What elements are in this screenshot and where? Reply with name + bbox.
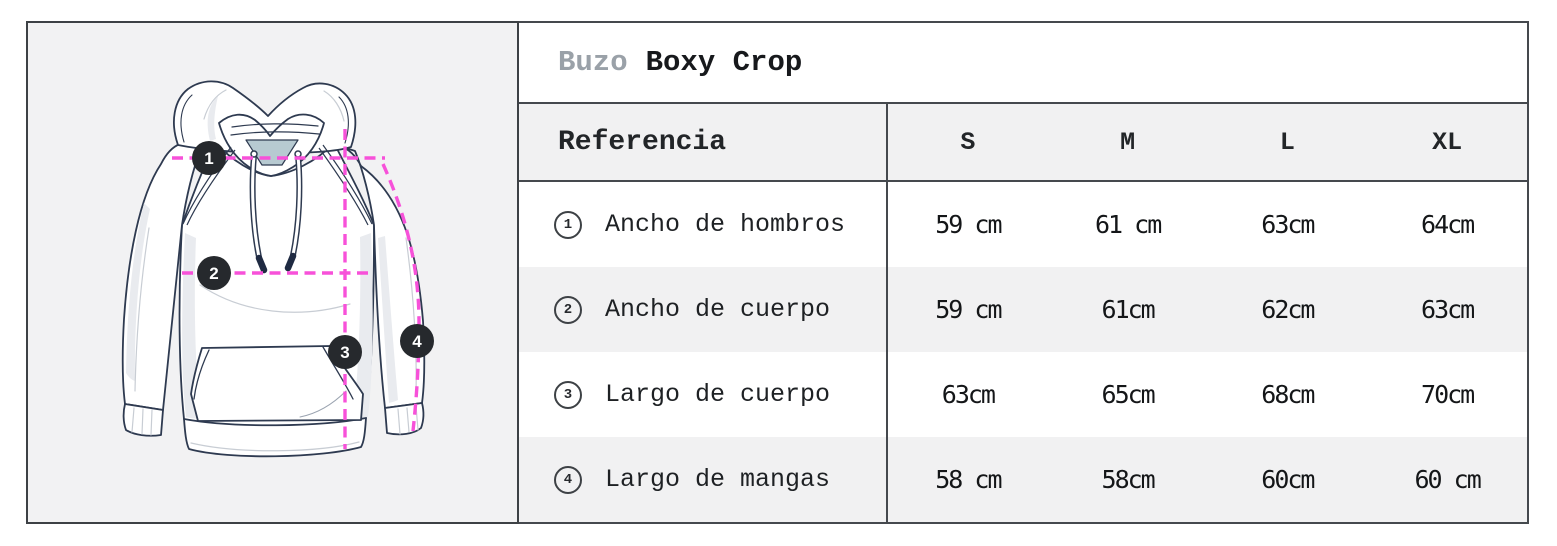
row-number-badge: 1	[554, 210, 582, 239]
measurement-marker-1: 1	[192, 141, 226, 175]
size-guide-layout: 1 2 3 4	[26, 21, 1529, 524]
chart-title-row: Buzo Boxy Crop	[519, 23, 1527, 104]
size-value-l: 60cm	[1261, 465, 1315, 494]
row-label: Ancho de hombros	[605, 210, 846, 239]
pocket-and-hem	[183, 345, 367, 427]
measurement-row-sleeve-length: 4 Largo de mangas 58 cm 58cm 60cm 60 cm	[519, 437, 1527, 522]
row-label: Ancho de cuerpo	[605, 295, 831, 324]
size-value-m: 58cm	[1101, 465, 1156, 494]
measurement-row-body-length: 3 Largo de cuerpo 63cm 65cm 68cm 70cm	[519, 352, 1527, 437]
size-value-l: 62cm	[1261, 295, 1315, 324]
row-reference-cell: 4 Largo de mangas	[519, 437, 888, 522]
marker-number: 4	[412, 332, 422, 351]
measurement-marker-4: 4	[400, 324, 434, 358]
product-name: Boxy Crop	[645, 46, 803, 79]
header-sizes: S M L XL	[888, 104, 1527, 180]
drawstring-tip	[284, 252, 297, 272]
size-value-m: 61cm	[1101, 295, 1156, 324]
row-values: 58 cm 58cm 60cm 60 cm	[888, 437, 1527, 522]
drawstrings	[249, 150, 303, 274]
size-value-s: 58 cm	[935, 465, 1002, 494]
size-chart-table: Buzo Boxy Crop Referencia S M L XL 1 Anc…	[519, 21, 1529, 524]
measurement-marker-2: 2	[197, 256, 231, 290]
row-number-badge: 4	[554, 465, 582, 494]
hood	[173, 80, 357, 177]
header-size-m: M	[1120, 127, 1136, 157]
row-values: 59 cm 61 cm 63cm 64cm	[888, 182, 1527, 267]
table-header-row: Referencia S M L XL	[519, 104, 1527, 182]
marker-number: 3	[340, 343, 349, 362]
row-reference-cell: 3 Largo de cuerpo	[519, 352, 888, 437]
row-values: 63cm 65cm 68cm 70cm	[888, 352, 1527, 437]
grommet	[294, 150, 302, 158]
header-size-s: S	[960, 127, 976, 157]
left-sleeve-shape	[121, 143, 202, 411]
header-size-xl: XL	[1432, 127, 1463, 157]
size-value-m: 61 cm	[1094, 210, 1162, 239]
measurement-marker-3: 3	[328, 335, 362, 369]
size-value-s: 63cm	[941, 380, 996, 409]
measurement-row-shoulders: 1 Ancho de hombros 59 cm 61 cm 63cm 64cm	[519, 182, 1527, 267]
header-size-l: L	[1279, 127, 1295, 157]
size-value-m: 65cm	[1101, 380, 1156, 409]
row-reference-cell: 2 Ancho de cuerpo	[519, 267, 888, 352]
size-value-xl: 60 cm	[1414, 465, 1481, 494]
row-number-badge: 3	[554, 380, 582, 409]
header-referencia: Referencia	[519, 104, 888, 180]
marker-number: 1	[204, 149, 213, 168]
product-category: Buzo	[558, 46, 628, 79]
measurement-line-4	[381, 163, 421, 432]
grommet	[250, 150, 258, 158]
marker-number: 2	[209, 264, 218, 283]
hood-back-seam	[231, 123, 319, 128]
size-value-s: 59 cm	[935, 295, 1002, 324]
row-number-badge: 2	[554, 295, 582, 324]
measurement-row-body-width: 2 Ancho de cuerpo 59 cm 61cm 62cm 63cm	[519, 267, 1527, 352]
row-label: Largo de cuerpo	[605, 380, 831, 409]
hoodie-illustration: 1 2 3 4	[121, 80, 434, 458]
size-value-xl: 64cm	[1421, 210, 1475, 239]
size-value-l: 68cm	[1261, 380, 1315, 409]
drawstring-tip	[255, 254, 268, 274]
size-value-s: 59 cm	[935, 210, 1002, 239]
size-value-l: 63cm	[1261, 210, 1315, 239]
size-value-xl: 70cm	[1421, 380, 1475, 409]
hoodie-diagram-panel: 1 2 3 4	[26, 21, 519, 524]
size-value-xl: 63cm	[1421, 295, 1475, 324]
row-values: 59 cm 61cm 62cm 63cm	[888, 267, 1527, 352]
row-reference-cell: 1 Ancho de hombros	[519, 182, 888, 267]
measurement-markers: 1 2 3 4	[192, 141, 434, 369]
row-label: Largo de mangas	[605, 465, 831, 494]
